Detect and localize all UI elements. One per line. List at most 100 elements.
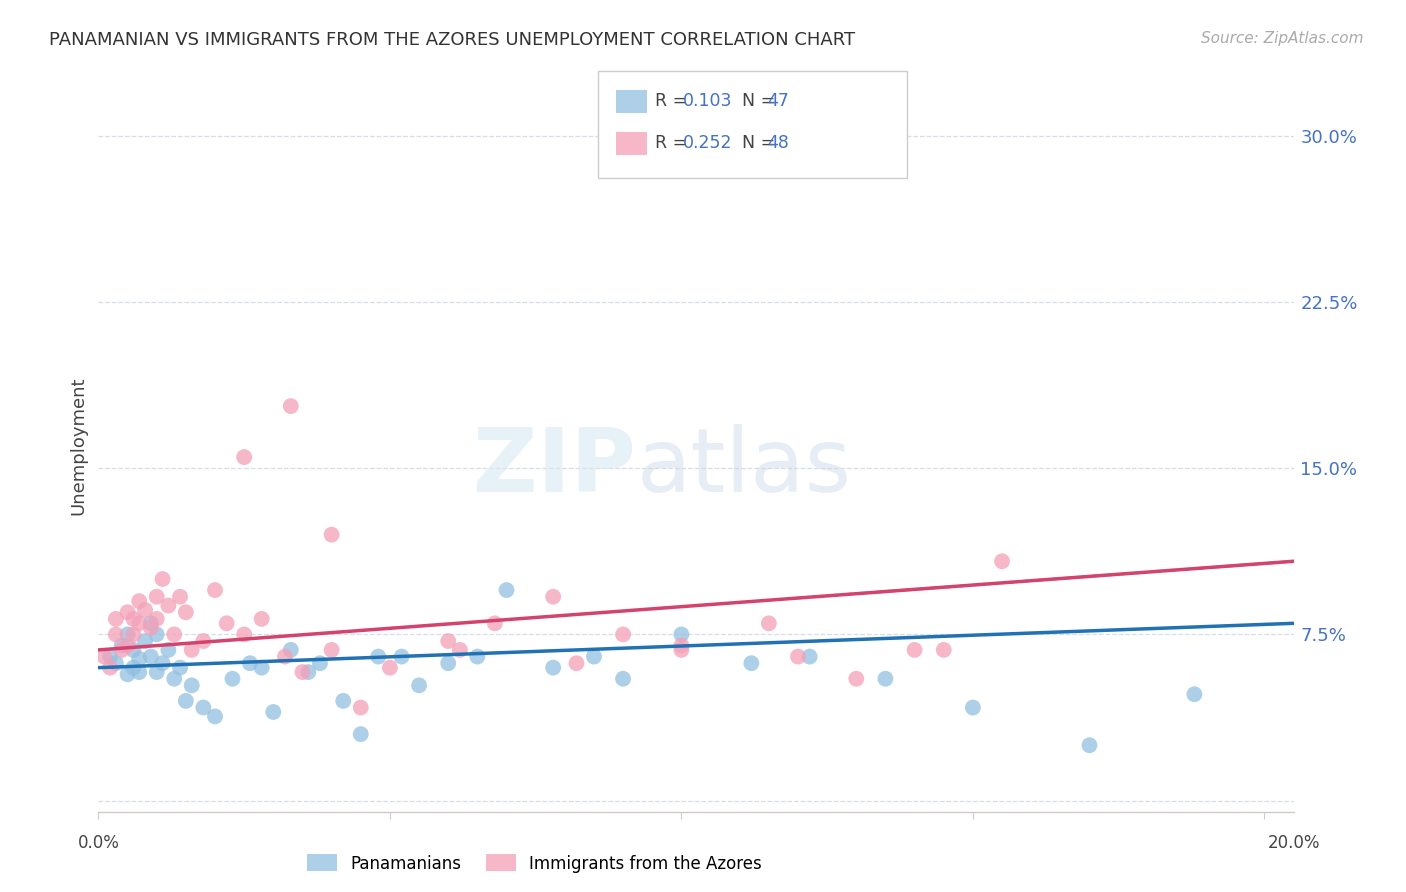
Point	[495, 583, 517, 598]
Point	[280, 643, 302, 657]
Point	[139, 649, 162, 664]
Point	[122, 660, 145, 674]
Text: R =: R =	[655, 134, 693, 152]
Point	[612, 627, 634, 641]
Point	[367, 649, 389, 664]
Text: 20.0%: 20.0%	[1267, 834, 1320, 852]
Point	[157, 599, 180, 613]
Point	[111, 639, 134, 653]
Text: 47: 47	[768, 92, 790, 110]
Point	[332, 694, 354, 708]
Point	[117, 627, 139, 641]
Text: Source: ZipAtlas.com: Source: ZipAtlas.com	[1201, 31, 1364, 46]
Point	[740, 657, 762, 671]
Point	[321, 643, 343, 657]
Point	[671, 627, 693, 641]
Point	[145, 665, 167, 679]
Point	[565, 657, 588, 671]
Point	[152, 572, 174, 586]
Legend: Panamanians, Immigrants from the Azores: Panamanians, Immigrants from the Azores	[299, 847, 769, 880]
Point	[250, 612, 273, 626]
Point	[122, 627, 145, 641]
Point	[991, 554, 1014, 568]
Text: 0.103: 0.103	[683, 92, 733, 110]
Point	[215, 616, 238, 631]
Point	[180, 678, 202, 692]
Point	[152, 657, 174, 671]
Point	[321, 527, 343, 541]
Point	[134, 634, 156, 648]
Point	[139, 616, 162, 631]
Point	[193, 700, 215, 714]
Point	[134, 603, 156, 617]
Point	[541, 590, 564, 604]
Point	[157, 643, 180, 657]
Point	[250, 660, 273, 674]
Point	[467, 649, 489, 664]
Point	[787, 649, 810, 664]
Point	[180, 643, 202, 657]
Point	[845, 672, 868, 686]
Text: N =: N =	[742, 92, 782, 110]
Point	[1184, 687, 1206, 701]
Point	[233, 450, 256, 464]
Point	[163, 672, 186, 686]
Point	[484, 616, 506, 631]
Point	[204, 709, 226, 723]
Point	[98, 649, 121, 664]
Point	[122, 643, 145, 657]
Point	[541, 660, 564, 674]
Point	[437, 657, 460, 671]
Point	[274, 649, 297, 664]
Point	[221, 672, 243, 686]
Point	[111, 643, 134, 657]
Point	[117, 639, 139, 653]
Point	[280, 399, 302, 413]
Point	[104, 627, 127, 641]
Point	[204, 583, 226, 598]
Point	[612, 672, 634, 686]
Point	[350, 727, 373, 741]
Point	[291, 665, 314, 679]
Text: ZIP: ZIP	[474, 425, 637, 511]
Point	[1078, 738, 1101, 752]
Point	[350, 700, 373, 714]
Point	[297, 665, 319, 679]
Point	[962, 700, 984, 714]
Text: 48: 48	[768, 134, 790, 152]
Point	[174, 694, 197, 708]
Text: N =: N =	[742, 134, 782, 152]
Point	[408, 678, 430, 692]
Point	[104, 657, 127, 671]
Point	[128, 665, 150, 679]
Point	[117, 667, 139, 681]
Point	[671, 643, 693, 657]
Point	[98, 660, 121, 674]
Point	[93, 649, 115, 664]
Point	[262, 705, 284, 719]
Point	[122, 612, 145, 626]
Point	[128, 652, 150, 666]
Point	[128, 594, 150, 608]
Point	[758, 616, 780, 631]
Point	[932, 643, 955, 657]
Point	[145, 627, 167, 641]
Point	[169, 660, 191, 674]
Point	[449, 643, 471, 657]
Point	[875, 672, 897, 686]
Point	[437, 634, 460, 648]
Text: PANAMANIAN VS IMMIGRANTS FROM THE AZORES UNEMPLOYMENT CORRELATION CHART: PANAMANIAN VS IMMIGRANTS FROM THE AZORES…	[49, 31, 855, 49]
Point	[239, 657, 262, 671]
Point	[903, 643, 925, 657]
Point	[391, 649, 413, 664]
Point	[233, 627, 256, 641]
Text: 0.0%: 0.0%	[77, 834, 120, 852]
Point	[799, 649, 821, 664]
Point	[163, 627, 186, 641]
Point	[582, 649, 605, 664]
Point	[104, 612, 127, 626]
Point	[671, 639, 693, 653]
Point	[139, 621, 162, 635]
Text: atlas: atlas	[637, 425, 852, 511]
Point	[145, 612, 167, 626]
